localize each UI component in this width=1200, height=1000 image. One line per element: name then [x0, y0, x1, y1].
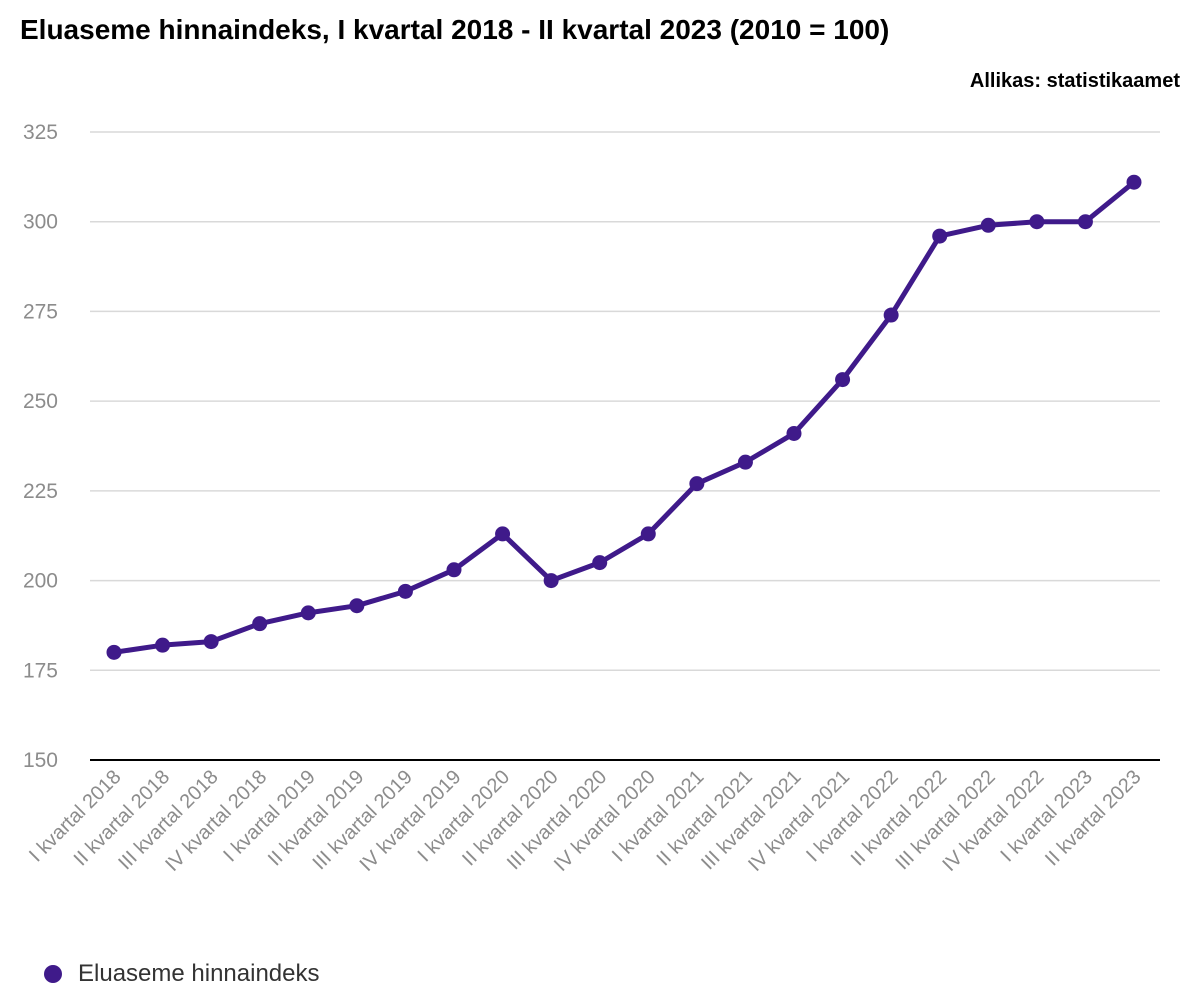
data-point — [932, 228, 948, 244]
y-tick-label: 150 — [23, 749, 58, 772]
data-point — [1126, 174, 1142, 190]
data-point — [689, 476, 705, 492]
source-note: Allikas: statistikaamet — [969, 70, 1180, 92]
y-tick-label: 300 — [23, 211, 58, 234]
data-point — [835, 372, 851, 388]
data-point — [349, 598, 365, 614]
data-point — [1029, 214, 1045, 230]
legend-label: Eluaseme hinnaindeks — [78, 960, 320, 987]
legend: Eluaseme hinnaindeks — [44, 960, 320, 988]
data-point — [640, 526, 656, 542]
data-point — [397, 583, 413, 599]
data-point — [252, 616, 268, 632]
data-point — [203, 634, 219, 650]
data-point — [446, 562, 462, 578]
y-tick-label: 250 — [23, 390, 58, 413]
data-point — [155, 637, 171, 653]
legend-marker-icon — [44, 965, 62, 983]
data-point — [300, 605, 316, 621]
data-point — [1077, 214, 1093, 230]
data-point — [883, 307, 899, 323]
y-tick-label: 275 — [23, 300, 58, 323]
y-tick-label: 175 — [23, 659, 58, 682]
y-tick-label: 325 — [23, 121, 58, 144]
y-tick-label: 200 — [23, 570, 58, 593]
data-point — [592, 555, 608, 571]
data-point — [543, 573, 559, 589]
data-point — [980, 217, 996, 233]
data-point — [737, 454, 753, 470]
data-point — [106, 644, 122, 660]
series-line — [111, 179, 1137, 655]
data-point — [495, 526, 511, 542]
y-tick-label: 225 — [23, 480, 58, 503]
chart-title: Eluaseme hinnaindeks, I kvartal 2018 - I… — [20, 14, 890, 45]
data-point — [786, 425, 802, 441]
